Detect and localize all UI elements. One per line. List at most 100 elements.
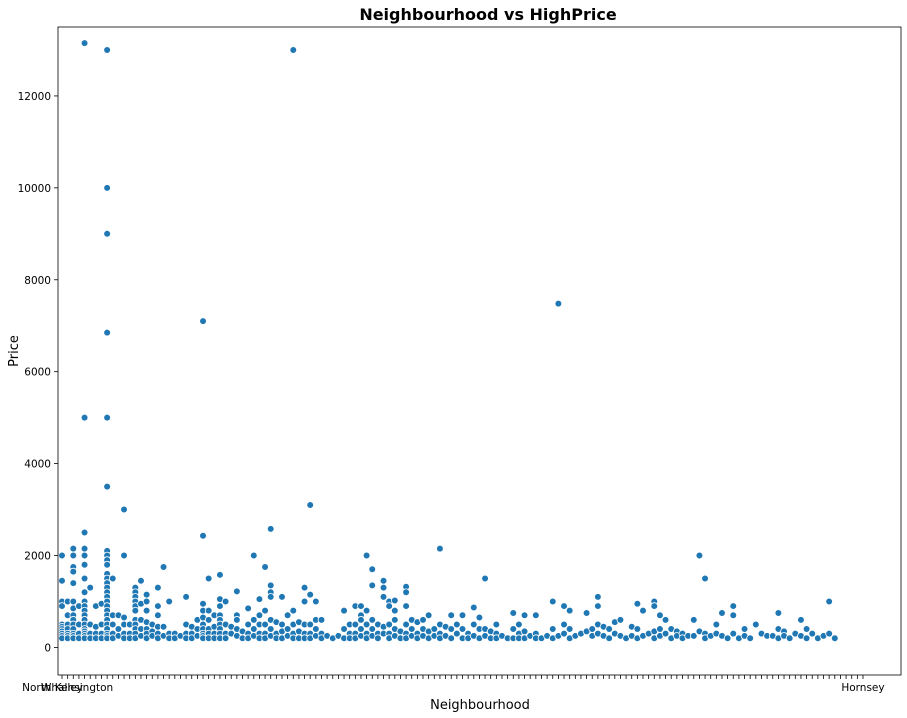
data-point: [520, 627, 529, 636]
data-point: [204, 574, 213, 583]
data-point: [154, 611, 162, 620]
data-point: [391, 596, 399, 605]
data-point: [385, 602, 393, 610]
data-point: [532, 611, 540, 620]
data-point: [830, 634, 839, 643]
data-point: [204, 606, 213, 615]
data-point: [249, 616, 258, 624]
data-point: [368, 616, 377, 624]
data-point: [509, 625, 518, 633]
data-point: [661, 616, 670, 624]
data-point: [154, 602, 162, 610]
data-point: [825, 629, 833, 638]
data-point: [108, 620, 117, 629]
data-point: [266, 525, 275, 533]
data-point: [69, 597, 78, 606]
data-point: [204, 616, 213, 624]
data-point: [368, 625, 377, 633]
data-point: [154, 583, 162, 592]
data-point: [633, 625, 642, 633]
data-point: [633, 599, 642, 608]
y-axis-label: Price: [7, 335, 22, 367]
x-tick-label: Hornsey: [841, 682, 884, 694]
data-point: [340, 625, 348, 633]
data-point: [357, 616, 365, 624]
data-point: [362, 551, 371, 560]
data-point: [216, 571, 224, 579]
x-tick-label: Whalley: [41, 682, 83, 694]
data-point: [391, 616, 399, 624]
data-point: [729, 602, 738, 610]
data-point: [729, 611, 738, 620]
data-point: [103, 184, 111, 192]
y-tick-label: 0: [44, 642, 51, 654]
data-point: [594, 593, 602, 601]
data-point: [605, 634, 613, 643]
data-point: [520, 611, 529, 620]
data-point: [458, 611, 467, 620]
data-point: [565, 606, 574, 615]
data-point: [108, 574, 117, 583]
data-point: [362, 606, 371, 615]
data-point: [199, 599, 207, 608]
data-point: [447, 611, 456, 620]
data-point: [114, 625, 123, 633]
data-point: [560, 620, 568, 629]
data-point: [249, 551, 258, 560]
data-point: [69, 551, 78, 560]
data-point: [261, 606, 269, 615]
data-point: [385, 620, 393, 629]
data-point: [718, 609, 726, 617]
data-point: [306, 590, 314, 599]
data-point: [475, 613, 484, 622]
data-point: [249, 625, 258, 633]
data-point: [712, 620, 721, 629]
plot-area: [57, 26, 902, 676]
data-point: [103, 230, 111, 238]
data-point: [594, 602, 602, 610]
data-point: [362, 620, 371, 629]
data-point: [723, 634, 732, 643]
data-point: [289, 46, 298, 54]
data-point: [424, 611, 433, 620]
data-point: [199, 531, 207, 540]
data-point: [402, 588, 410, 597]
data-point: [582, 609, 591, 617]
x-tick-label: North Kensington: [22, 682, 113, 694]
data-point: [802, 625, 811, 633]
data-point: [453, 620, 461, 629]
data-point: [199, 317, 207, 325]
data-point: [351, 620, 360, 629]
data-point: [80, 588, 89, 597]
data-point: [616, 616, 625, 624]
y-tick-label: 4000: [24, 459, 51, 471]
data-point: [661, 629, 670, 638]
data-point: [120, 613, 128, 622]
data-point: [306, 620, 314, 629]
data-point: [103, 560, 111, 569]
data-point: [266, 581, 275, 590]
data-point: [407, 625, 416, 633]
data-point: [554, 299, 563, 308]
data-point: [80, 551, 89, 560]
data-point: [565, 625, 574, 633]
data-point: [808, 629, 817, 638]
data-point: [159, 622, 168, 631]
data-point: [402, 620, 410, 629]
data-point: [80, 413, 89, 422]
data-point: [368, 565, 377, 574]
y-tick-label: 12000: [18, 91, 51, 103]
data-point: [797, 616, 805, 624]
data-point: [656, 611, 664, 620]
data-point: [58, 602, 66, 610]
data-point: [103, 413, 111, 422]
data-point: [312, 625, 320, 633]
data-point: [58, 551, 66, 560]
data-point: [58, 576, 66, 585]
data-point: [142, 606, 151, 615]
chart-title: Neighbourhood vs HighPrice: [359, 5, 617, 24]
data-point: [515, 620, 523, 629]
data-point: [650, 602, 659, 610]
data-point: [481, 574, 489, 583]
